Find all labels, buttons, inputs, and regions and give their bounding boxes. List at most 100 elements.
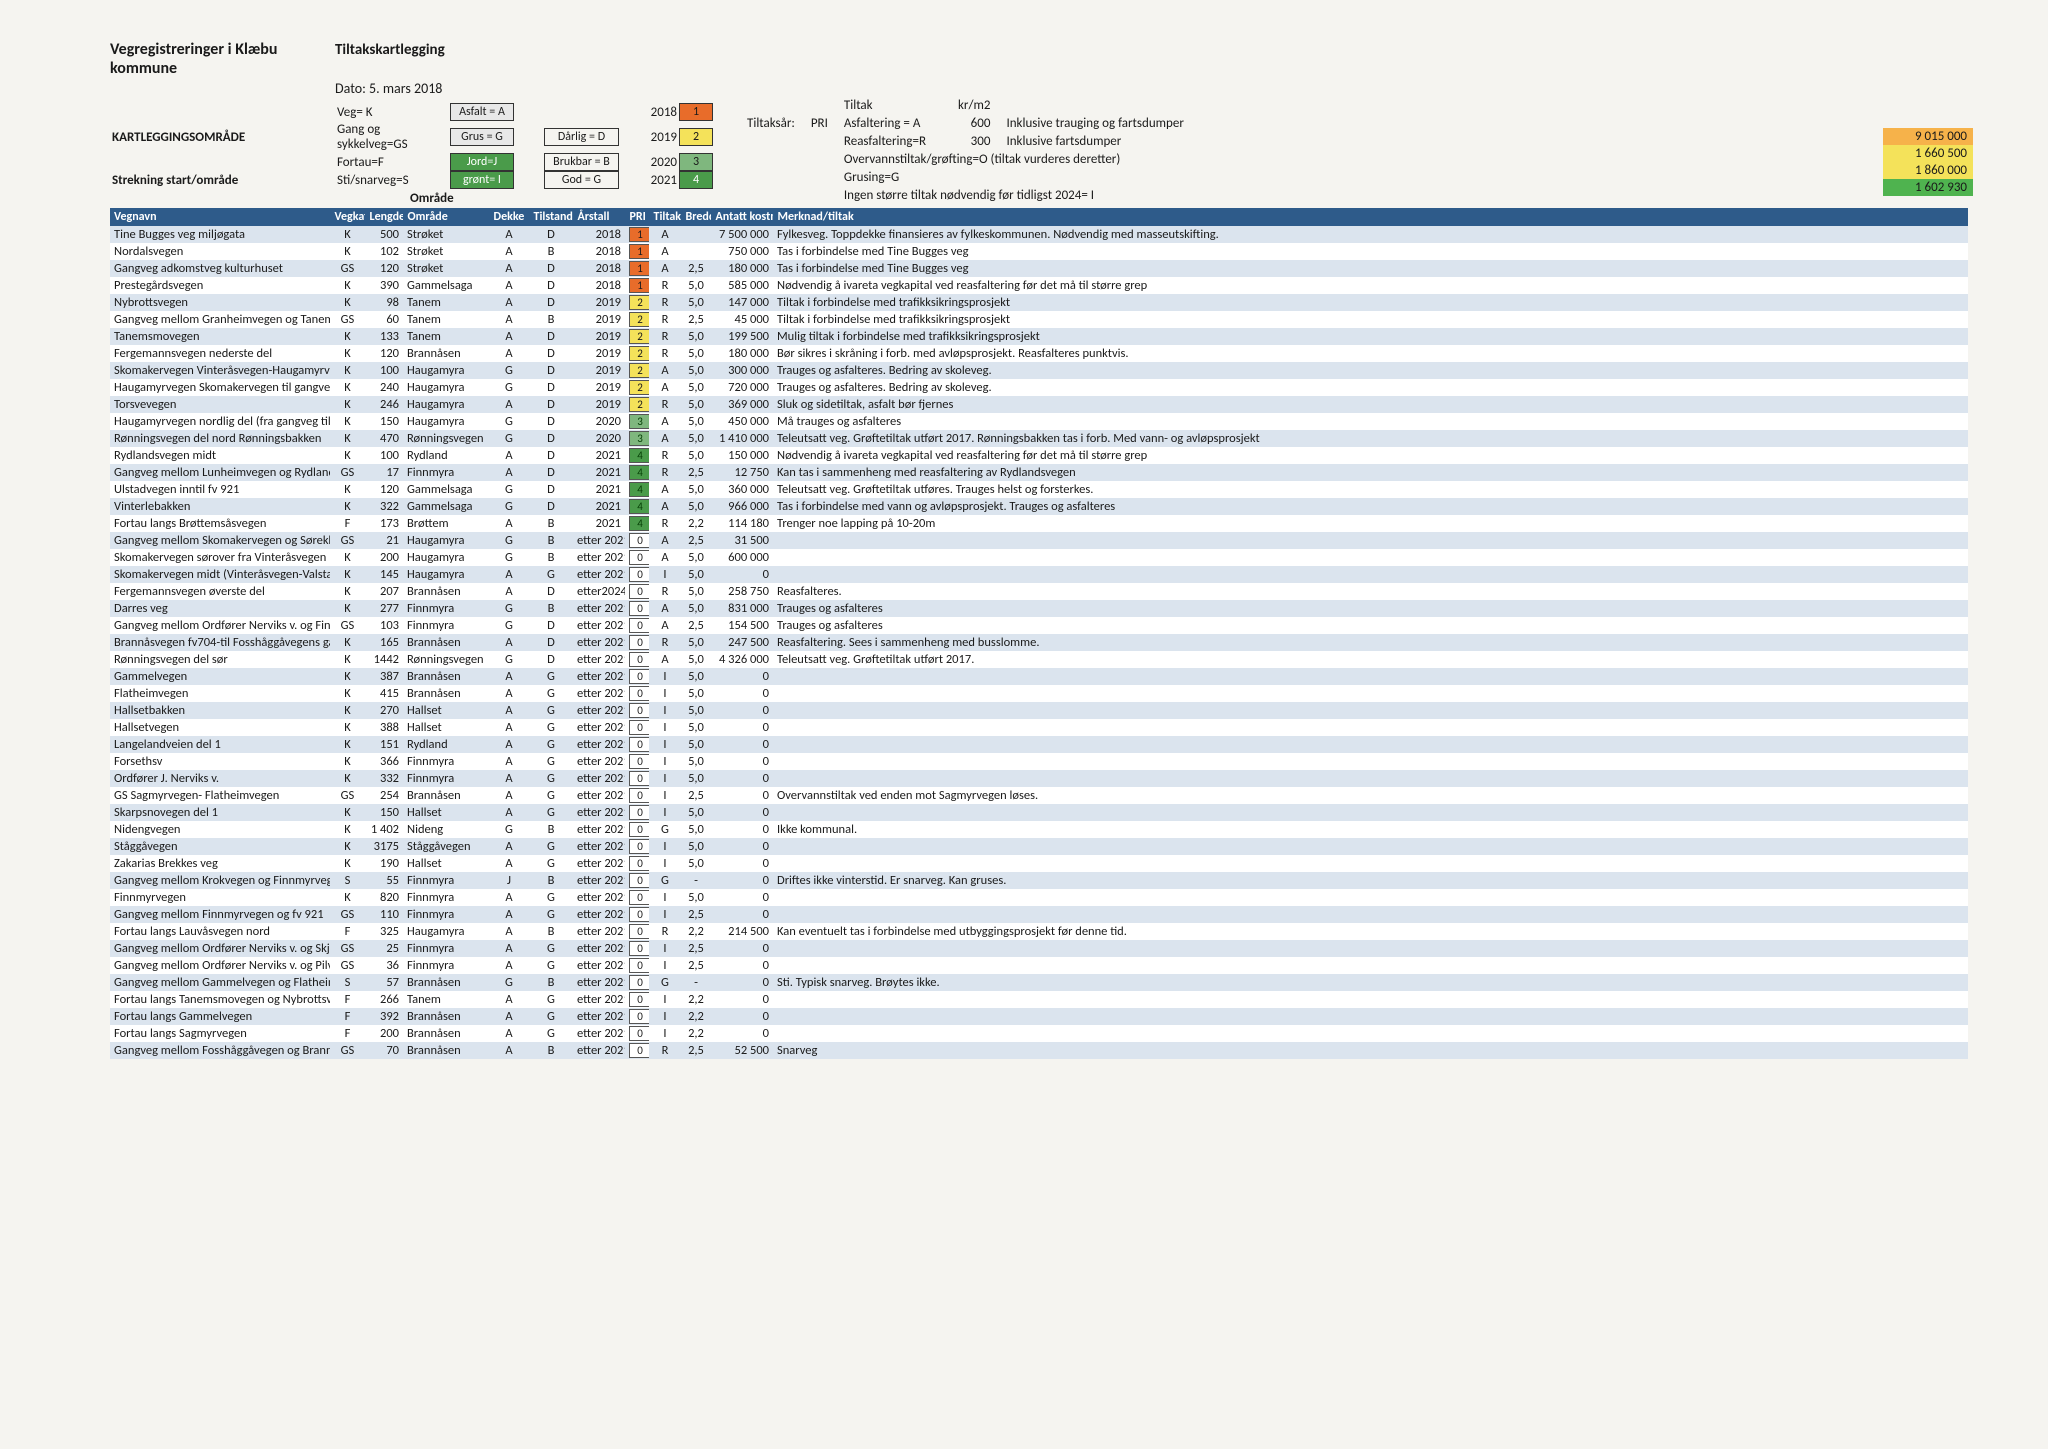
table-cell: 114 180: [711, 515, 773, 532]
table-cell: Rydland: [403, 736, 489, 753]
table-cell: R: [649, 634, 681, 651]
yr-2018: 2018: [619, 104, 679, 121]
pri-box-1: 1: [679, 103, 713, 121]
table-cell: R: [649, 923, 681, 940]
table-cell: 0: [711, 1008, 773, 1025]
table-row: TorsvevegenK246HaugamyraAD20192R5,0369 0…: [110, 396, 1968, 413]
table-cell: Torsvevegen: [110, 396, 330, 413]
table-cell: 1: [625, 243, 649, 260]
table-cell: I: [649, 668, 681, 685]
table-cell: 98: [365, 294, 403, 311]
table-row: FinnmyrvegenK820FinnmyraAGetter 20210I5,…: [110, 889, 1968, 906]
table-cell: etter 2021: [573, 855, 625, 872]
table-cell: G: [489, 362, 529, 379]
table-cell: 5,0: [681, 634, 711, 651]
table-row: Haugamyrvegen nordlig del (fra gangveg t…: [110, 413, 1968, 430]
table-cell: R: [649, 464, 681, 481]
table-cell: [773, 1025, 1968, 1042]
table-cell: Rønningsvegen: [403, 430, 489, 447]
pri-badge: 0: [629, 652, 649, 667]
table-cell: A: [489, 464, 529, 481]
table-cell: 5,0: [681, 583, 711, 600]
pri-badge: 0: [629, 992, 649, 1007]
table-cell: Finnmyra: [403, 464, 489, 481]
table-cell: 5,0: [681, 447, 711, 464]
table-cell: GS: [330, 940, 365, 957]
table-cell: 0: [625, 906, 649, 923]
table-cell: K: [330, 838, 365, 855]
table-cell: 150: [365, 413, 403, 430]
table-cell: K: [330, 226, 365, 243]
pri-badge: 4: [629, 465, 649, 480]
table-cell: 25: [365, 940, 403, 957]
table-cell: G: [489, 974, 529, 991]
table-cell: 2: [625, 362, 649, 379]
table-cell: 2,2: [681, 1025, 711, 1042]
table-cell: 2,5: [681, 260, 711, 277]
table-cell: Brøttem: [403, 515, 489, 532]
table-cell: Rønningsvegen del sør: [110, 651, 330, 668]
table-cell: A: [489, 668, 529, 685]
table-cell: 240: [365, 379, 403, 396]
table-cell: 0: [625, 1008, 649, 1025]
table-cell: 0: [711, 804, 773, 821]
table-cell: 0: [625, 566, 649, 583]
table-cell: [773, 532, 1968, 549]
legend-code-2: Overvannstiltak/grøfting=O (tiltak vurde…: [844, 152, 1198, 168]
table-cell: 2,5: [681, 311, 711, 328]
table-cell: 36: [365, 957, 403, 974]
pri-badge: 2: [629, 363, 649, 378]
table-cell: 2: [625, 294, 649, 311]
table-cell: 0: [625, 753, 649, 770]
table-cell: D: [529, 413, 573, 430]
table-cell: 254: [365, 787, 403, 804]
header-row: Vegregistreringer i Klæbu kommune Tiltak…: [110, 40, 1968, 78]
table-cell: 0: [711, 889, 773, 906]
table-row: Gangveg mellom Fosshåggåvegen og Brannås…: [110, 1042, 1968, 1059]
table-cell: Tine Bugges veg miljøgata: [110, 226, 330, 243]
table-cell: K: [330, 294, 365, 311]
table-cell: 0: [625, 1042, 649, 1059]
omrade-label: Område: [410, 191, 454, 206]
table-cell: GS: [330, 957, 365, 974]
table-cell: A: [489, 855, 529, 872]
grus-box: Grus = G: [450, 128, 514, 146]
table-cell: 2021: [573, 447, 625, 464]
table-cell: D: [529, 294, 573, 311]
table-cell: 147 000: [711, 294, 773, 311]
table-cell: 5,0: [681, 736, 711, 753]
table-cell: 4: [625, 464, 649, 481]
table-cell: Brannåsen: [403, 787, 489, 804]
table-cell: K: [330, 753, 365, 770]
table-cell: I: [649, 889, 681, 906]
table-cell: G: [489, 481, 529, 498]
total-2: 1 860 000: [1883, 162, 1973, 179]
table-cell: Fortau langs Tanemsmovegen og Nybrottsve…: [110, 991, 330, 1008]
table-cell: 369 000: [711, 396, 773, 413]
table-cell: A: [649, 498, 681, 515]
table-cell: Flatheimvegen: [110, 685, 330, 702]
pri-badge: 4: [629, 516, 649, 531]
table-cell: A: [489, 923, 529, 940]
table-row: Skomakervegen midt (Vinteråsvegen-Valsta…: [110, 566, 1968, 583]
table-cell: 180 000: [711, 260, 773, 277]
table-cell: Trauges og asfalteres: [773, 600, 1968, 617]
table-cell: 2021: [573, 481, 625, 498]
table-cell: 2: [625, 328, 649, 345]
table-cell: I: [649, 1025, 681, 1042]
table-cell: 4: [625, 481, 649, 498]
table-cell: 2: [625, 311, 649, 328]
pri-badge: 2: [629, 380, 649, 395]
table-cell: 5,0: [681, 600, 711, 617]
table-cell: 2,5: [681, 957, 711, 974]
table-cell: 820: [365, 889, 403, 906]
table-cell: A: [489, 345, 529, 362]
table-cell: 5,0: [681, 770, 711, 787]
table-cell: 5,0: [681, 379, 711, 396]
table-cell: 0: [625, 668, 649, 685]
table-cell: 5,0: [681, 838, 711, 855]
table-cell: 0: [711, 974, 773, 991]
table-cell: Nødvendig å ivareta vegkapital ved reasf…: [773, 277, 1968, 294]
table-cell: A: [489, 889, 529, 906]
table-cell: 0: [625, 617, 649, 634]
